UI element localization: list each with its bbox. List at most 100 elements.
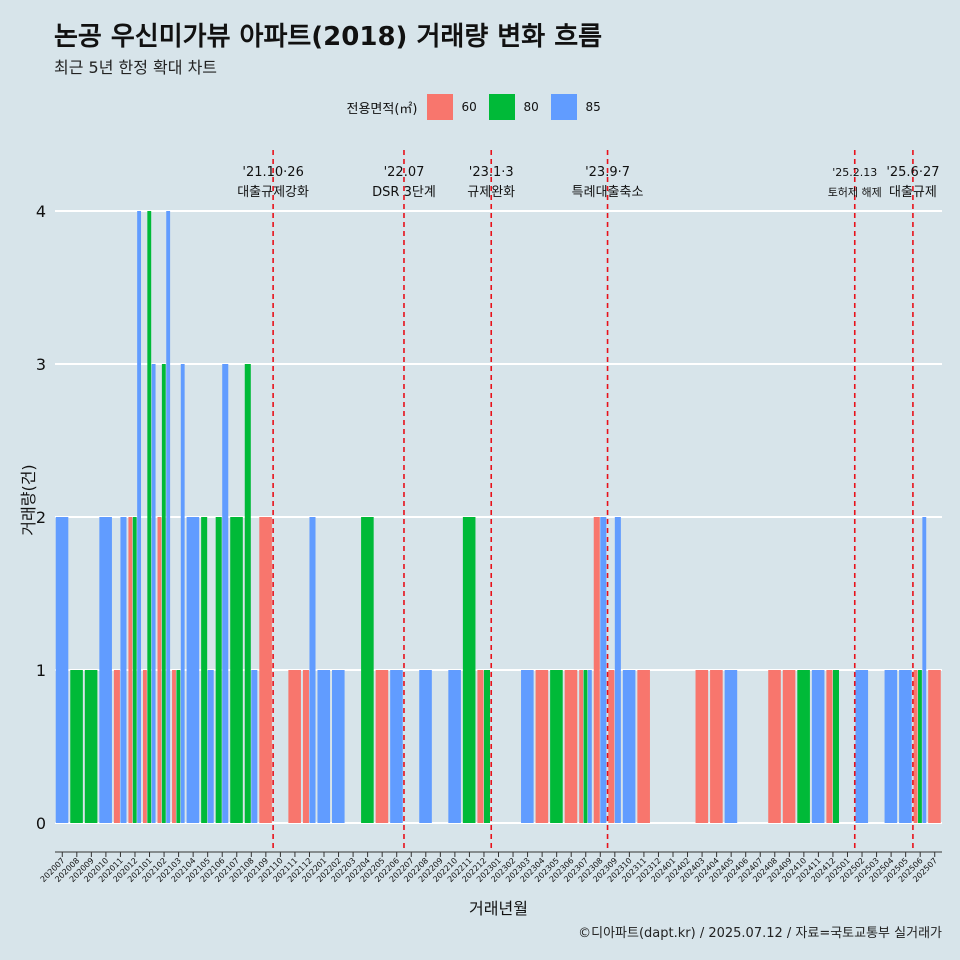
bar-202412-80 bbox=[832, 670, 839, 823]
bar-202102-60 bbox=[157, 517, 162, 823]
bar-202109-60 bbox=[259, 517, 272, 823]
bar-202105-85 bbox=[207, 670, 214, 823]
bar-202306-60 bbox=[564, 670, 578, 823]
bar-202309-60 bbox=[608, 670, 615, 823]
bar-202410-80 bbox=[797, 670, 810, 823]
bar-202108-80 bbox=[244, 364, 251, 823]
bar-202212-80 bbox=[483, 670, 491, 823]
bar-202011-85 bbox=[120, 517, 127, 823]
bar-202409-60 bbox=[782, 670, 796, 823]
y-tick-label-4: 4 bbox=[36, 202, 46, 221]
legend-title: 전용면적(㎡) bbox=[346, 101, 418, 117]
bar-202308-60 bbox=[593, 517, 600, 823]
bar-202405-85 bbox=[724, 670, 738, 823]
legend-item-60: 60 bbox=[427, 94, 479, 120]
bar-202205-60 bbox=[375, 670, 389, 823]
y-tick-label-1: 1 bbox=[36, 661, 46, 680]
bar-202103-80 bbox=[176, 670, 181, 823]
bar-202310-85 bbox=[622, 670, 636, 823]
bar-202506-80 bbox=[918, 670, 922, 823]
bar-202404-60 bbox=[710, 670, 723, 823]
bar-202106-85 bbox=[222, 364, 229, 823]
bar-202106-80 bbox=[215, 517, 222, 823]
bar-202105-80 bbox=[201, 517, 208, 823]
y-tick-label-3: 3 bbox=[36, 355, 46, 374]
bar-202502-85 bbox=[855, 670, 869, 823]
bar-202309-85 bbox=[614, 517, 621, 823]
y-axis-title: 거래량(건) bbox=[19, 464, 38, 535]
event-date-1: '22.07 bbox=[384, 165, 425, 180]
bar-202504-85 bbox=[884, 670, 898, 823]
bar-202007-85 bbox=[55, 517, 69, 823]
bar-202311-60 bbox=[637, 670, 650, 823]
legend: 전용면적(㎡) 60 80 85 bbox=[0, 92, 960, 122]
legend-item-80: 80 bbox=[489, 94, 541, 120]
event-date-0: '21.10·26 bbox=[242, 165, 303, 180]
bar-202009-80 bbox=[84, 670, 98, 823]
legend-label-80: 80 bbox=[523, 100, 539, 114]
event-label-2: 규제완화 bbox=[467, 185, 515, 200]
bar-202208-85 bbox=[419, 670, 432, 823]
bar-202506-60 bbox=[913, 670, 918, 823]
bar-202111-60 bbox=[288, 670, 301, 823]
event-label-4: 토허제 해제 bbox=[828, 185, 882, 199]
bar-202202-85 bbox=[332, 670, 345, 823]
bar-202204-80 bbox=[361, 517, 374, 823]
x-axis-title: 거래년월 bbox=[469, 899, 528, 918]
y-tick-label-2: 2 bbox=[36, 508, 46, 527]
bars bbox=[55, 211, 941, 823]
bar-202011-60 bbox=[113, 670, 120, 823]
bar-202304-60 bbox=[535, 670, 549, 823]
legend-item-85: 85 bbox=[551, 94, 603, 120]
bar-202412-60 bbox=[826, 670, 833, 823]
bar-202507-60 bbox=[928, 670, 941, 823]
bar-202210-85 bbox=[448, 670, 461, 823]
bar-202102-80 bbox=[161, 364, 166, 823]
y-tick-label-0: 0 bbox=[36, 814, 46, 833]
event-date-2: '23.1·3 bbox=[469, 165, 514, 180]
bar-202212-60 bbox=[477, 670, 484, 823]
bar-202303-85 bbox=[521, 670, 534, 823]
bar-202112-85 bbox=[309, 517, 316, 823]
bar-202411-85 bbox=[811, 670, 825, 823]
event-label-5: 대출규제 bbox=[889, 185, 937, 200]
bar-202307-85 bbox=[587, 670, 592, 823]
event-label-1: DSR 3단계 bbox=[372, 185, 436, 200]
bar-202211-80 bbox=[462, 517, 476, 823]
event-date-5: '25.6·27 bbox=[886, 165, 939, 180]
bar-202307-60 bbox=[579, 670, 584, 823]
bar-202008-80 bbox=[70, 670, 83, 823]
bar-202112-60 bbox=[302, 670, 309, 823]
bar-202012-80 bbox=[132, 517, 137, 823]
bar-202010-85 bbox=[99, 517, 112, 823]
bar-202305-80 bbox=[550, 670, 563, 823]
bar-202308-85 bbox=[600, 517, 607, 823]
bar-202101-60 bbox=[142, 670, 147, 823]
bar-202104-85 bbox=[186, 517, 200, 823]
bar-202102-85 bbox=[166, 211, 171, 823]
bar-202408-60 bbox=[768, 670, 781, 823]
event-label-3: 특례대출축소 bbox=[572, 185, 644, 200]
bar-202307-80 bbox=[583, 670, 588, 823]
legend-swatch-60 bbox=[427, 94, 454, 120]
event-annotations: '21.10·26 대출규제강화 '22.07 DSR 3단계 '23.1·3 규제완화 '… bbox=[237, 150, 940, 852]
bar-202505-85 bbox=[899, 670, 912, 823]
legend-label-85: 85 bbox=[585, 100, 601, 114]
event-date-4: '25.2.13 bbox=[832, 166, 877, 179]
event-label-0: 대출규제강화 bbox=[237, 185, 309, 200]
bar-202403-60 bbox=[695, 670, 709, 823]
chart-title: 논공 우신미가뷰 아파트(2018) 거래량 변화 흐름 bbox=[54, 22, 603, 52]
legend-label-60: 60 bbox=[461, 100, 477, 114]
legend-swatch-80 bbox=[489, 94, 516, 120]
legend-swatch-85 bbox=[551, 94, 578, 120]
chart-subtitle: 최근 5년 한정 확대 차트 bbox=[54, 58, 218, 77]
bar-202108-85 bbox=[251, 670, 258, 823]
bar-202103-85 bbox=[180, 364, 185, 823]
bar-202506-85 bbox=[922, 517, 927, 823]
bar-202101-80 bbox=[147, 211, 152, 823]
bar-202012-60 bbox=[128, 517, 133, 823]
bar-202107-80 bbox=[230, 517, 243, 823]
bar-202103-60 bbox=[172, 670, 176, 823]
